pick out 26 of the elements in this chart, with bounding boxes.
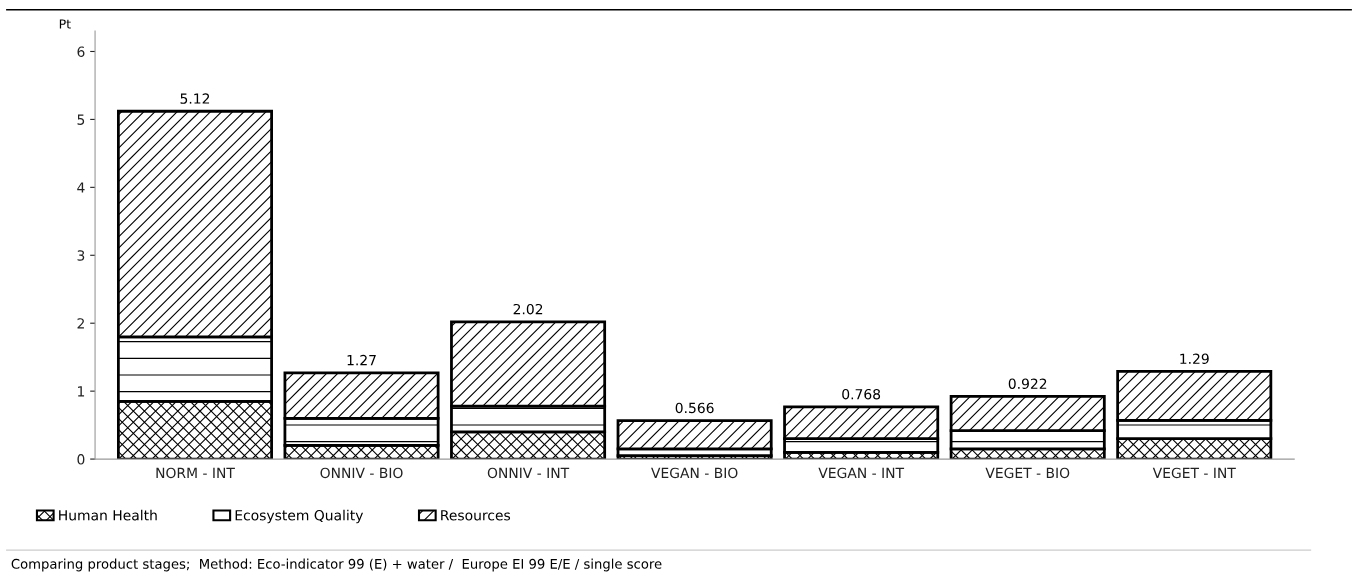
- x-tick-label: VEGAN - INT: [818, 467, 905, 479]
- legend-label: Resources: [441, 510, 511, 521]
- total-label: 0.922: [1008, 378, 1047, 389]
- y-tick-label: 6: [77, 46, 85, 57]
- x-tick-label: ONNIV - INT: [487, 467, 570, 479]
- x-tick-label: ONNIV - BIO: [320, 467, 403, 479]
- y-tick-label: 0: [77, 454, 85, 465]
- y-tick-label: 5: [77, 114, 85, 125]
- x-tick-label: VEGET - INT: [1152, 467, 1236, 479]
- total-label: 5.12: [180, 93, 210, 104]
- total-label: 0.566: [675, 402, 714, 414]
- y-tick-label: 3: [77, 250, 85, 261]
- text: Comparing product stages; Method: Eco-indicator 99 (E) + water / Europe EI 99 E/E / single score: [11, 558, 662, 572]
- total-label: 1.29: [1180, 353, 1209, 364]
- y-axis-title: Pt: [59, 19, 71, 29]
- y-tick-label: 2: [77, 318, 84, 329]
- x-tick-label: VEGAN - BIO: [651, 467, 738, 479]
- legend-label: Ecosystem Quality: [235, 509, 364, 524]
- total-label: 2.02: [513, 303, 543, 315]
- x-tick-label: VEGET - BIO: [985, 467, 1070, 479]
- total-label: 0.768: [842, 388, 881, 400]
- y-tick-label: 1: [78, 386, 85, 397]
- y-tick-label: 4: [77, 182, 85, 193]
- total-label: 1.27: [347, 354, 376, 366]
- legend-label: Human Health: [59, 509, 157, 521]
- x-tick-label: NORM - INT: [156, 467, 235, 479]
